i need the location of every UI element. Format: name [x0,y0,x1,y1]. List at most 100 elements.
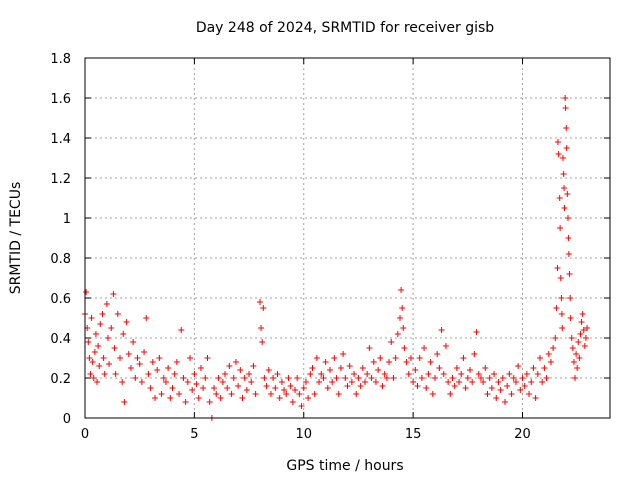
data-point [534,371,541,377]
data-point [502,399,508,405]
data-point [217,395,224,401]
data-point [565,251,572,257]
data-point [434,351,441,357]
data-point [91,349,98,355]
data-point [515,363,522,369]
data-point [561,205,568,211]
data-point [398,287,405,293]
data-point [508,391,515,397]
data-point [87,371,94,377]
data-point [532,395,539,401]
data-point [499,375,506,381]
data-point [278,379,285,385]
data-point [106,361,113,367]
data-point [567,295,574,301]
data-point [248,379,255,385]
data-point [165,365,172,371]
data-point [397,315,403,321]
data-point [97,321,104,327]
data-point [383,375,390,381]
data-point [230,375,237,381]
y-tick-label: 0.6 [50,292,71,307]
data-point [355,375,362,381]
data-point [407,355,414,361]
data-point [427,359,434,365]
data-point [381,371,388,377]
data-point [160,375,167,381]
data-point [329,379,336,385]
y-tick-label: 1.2 [50,172,71,187]
data-point [300,385,307,391]
data-point [213,391,220,397]
data-point [156,355,163,361]
data-point [564,191,571,197]
data-point [359,365,366,371]
data-point [187,355,193,361]
data-point [327,367,333,373]
data-point [410,379,417,385]
data-point [134,355,141,361]
data-point [482,365,489,371]
data-point [577,331,584,337]
data-point [458,371,465,377]
data-point [193,381,200,387]
data-point [568,335,575,341]
data-point [261,375,268,381]
data-point [108,325,115,331]
data-point [99,311,106,317]
data-point [399,305,406,311]
data-point [469,379,476,385]
data-point [521,383,528,389]
data-point [484,391,491,397]
x-tick-label: 15 [405,427,422,442]
data-point [252,391,259,397]
data-point [578,319,585,325]
data-point [331,355,338,361]
data-point [281,387,288,393]
y-tick-label: 0 [63,412,71,427]
data-point [554,265,561,271]
data-point [563,125,570,131]
data-point [149,359,156,365]
data-point [335,391,342,397]
data-point [270,375,277,381]
x-tick-label: 10 [295,427,312,442]
data-point [104,335,111,341]
data-point [88,315,95,321]
data-point [416,355,423,361]
plot-frame [84,57,611,419]
data-point [342,375,349,381]
data-point [556,195,563,201]
data-point [570,359,577,365]
y-tick-label: 0.8 [50,252,71,267]
x-tick-label: 0 [81,427,89,442]
data-point [322,359,329,365]
data-point [392,355,399,361]
data-point [112,371,119,377]
data-point [94,379,101,385]
data-point [432,375,438,381]
data-point [243,387,250,393]
data-point [429,391,436,397]
data-point [180,375,187,381]
data-point [517,387,524,393]
data-point [377,355,384,361]
data-point [162,379,169,385]
data-point [138,379,145,385]
data-point [344,383,351,389]
data-point [206,399,213,405]
data-point [405,371,412,377]
data-point [92,331,99,337]
data-point [340,351,347,357]
data-point [421,345,428,351]
data-point [558,311,565,317]
y-tick-label: 1.4 [50,132,71,147]
data-point [204,355,211,361]
data-point [132,375,139,381]
data-point [237,367,244,373]
y-tick-label: 1.6 [50,92,71,107]
data-point [555,151,562,157]
data-point [530,365,537,371]
data-point [285,375,292,381]
data-point [491,371,498,377]
